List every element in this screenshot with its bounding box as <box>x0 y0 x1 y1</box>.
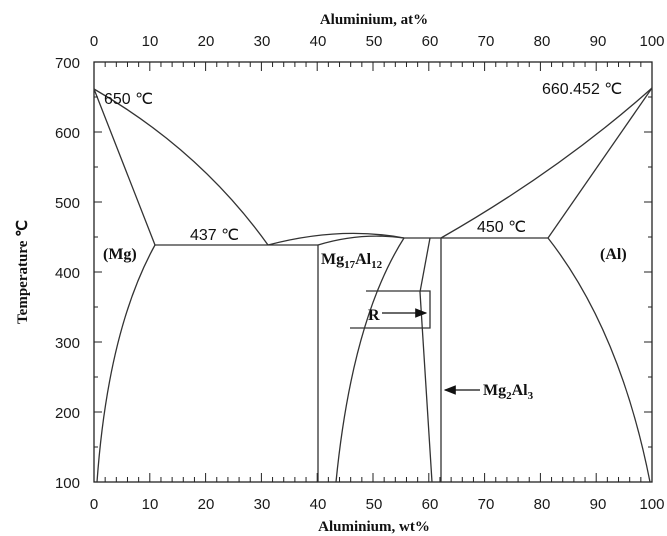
mg2al3-subscript-2: 2 <box>506 390 512 402</box>
top-tick-label: 70 <box>478 33 495 50</box>
al-liquidus-curve <box>440 87 653 239</box>
top-tick-label: 0 <box>90 33 98 50</box>
bottom-axis-title: Aluminium, wt% <box>318 519 430 535</box>
bottom-tick-label: 0 <box>90 496 98 513</box>
y-tick-labels: 700 600 500 400 300 200 100 <box>55 55 80 492</box>
y-tick-label: 100 <box>55 475 80 492</box>
top-tick-label: 60 <box>422 33 439 50</box>
mg17al12-phase-label: Mg17Al12 <box>321 251 383 271</box>
bottom-tick-label: 100 <box>639 496 664 513</box>
mg17al12-right-boundary <box>335 237 405 483</box>
eutectic-437-label: 437 ℃ <box>190 227 239 244</box>
top-axis-title: Aluminium, at% <box>320 12 428 28</box>
bottom-tick-label: 50 <box>366 496 383 513</box>
mg17al12-subscript-17: 17 <box>344 259 356 271</box>
mg-phase-label: (Mg) <box>103 246 137 263</box>
bottom-tick-label: 40 <box>310 496 327 513</box>
mg2al3-element-al: Al <box>512 382 529 399</box>
mg2al3-phase-label: Mg2Al3 <box>483 382 534 402</box>
y-tick-label: 300 <box>55 335 80 352</box>
bottom-tick-label: 30 <box>254 496 271 513</box>
r-phase-label: R <box>368 307 380 324</box>
bottom-tick-label: 70 <box>478 496 495 513</box>
top-tick-label: 40 <box>310 33 327 50</box>
al-phase-label: (Al) <box>600 246 627 263</box>
top-tick-label: 10 <box>142 33 159 50</box>
mg2al3-element-mg: Mg <box>483 382 506 399</box>
y-tick-label: 200 <box>55 405 80 422</box>
tick-marks <box>93 61 653 483</box>
mg17al12-element-mg: Mg <box>321 251 344 268</box>
r-phase-box <box>350 290 431 329</box>
top-tick-label: 30 <box>254 33 271 50</box>
y-tick-label: 500 <box>55 195 80 212</box>
y-tick-label: 400 <box>55 265 80 282</box>
mg2al3-left-curve <box>419 237 433 483</box>
phase-boundaries <box>93 87 653 483</box>
mg17al12-subscript-12: 12 <box>371 259 383 271</box>
mg17al12-element-al: Al <box>355 251 372 268</box>
top-tick-label: 80 <box>534 33 551 50</box>
mg-solidus-curve <box>93 88 156 246</box>
al-solidus-curve <box>547 87 653 239</box>
top-tick-label: 100 <box>639 33 664 50</box>
plot-frame <box>93 61 653 483</box>
al-solvus-curve <box>547 237 651 483</box>
al-melting-label: 660.452 ℃ <box>542 81 622 98</box>
y-tick-label: 700 <box>55 55 80 72</box>
bottom-tick-label: 80 <box>534 496 551 513</box>
mg17al12-liquidus-curve <box>267 232 405 246</box>
bottom-tick-label: 10 <box>142 496 159 513</box>
bottom-tick-label: 90 <box>590 496 607 513</box>
bottom-tick-labels: 0 10 20 30 40 50 60 70 80 90 100 <box>90 496 665 513</box>
mg-solvus-curve <box>96 244 156 483</box>
top-tick-labels: 0 10 20 30 40 50 60 70 80 90 100 <box>90 33 665 50</box>
top-tick-label: 90 <box>590 33 607 50</box>
top-tick-label: 20 <box>198 33 215 50</box>
mg2al3-subscript-3: 3 <box>528 390 534 402</box>
eutectic-450-label: 450 ℃ <box>477 219 526 236</box>
bottom-tick-label: 60 <box>422 496 439 513</box>
y-tick-label: 600 <box>55 125 80 142</box>
bottom-tick-label: 20 <box>198 496 215 513</box>
y-axis-title: Temperature ℃ <box>15 220 31 324</box>
mg-melting-label: 650 ℃ <box>104 91 153 108</box>
top-tick-label: 50 <box>366 33 383 50</box>
mg17al12-upper-curve <box>317 235 405 246</box>
mg-liquidus-curve <box>93 88 269 246</box>
